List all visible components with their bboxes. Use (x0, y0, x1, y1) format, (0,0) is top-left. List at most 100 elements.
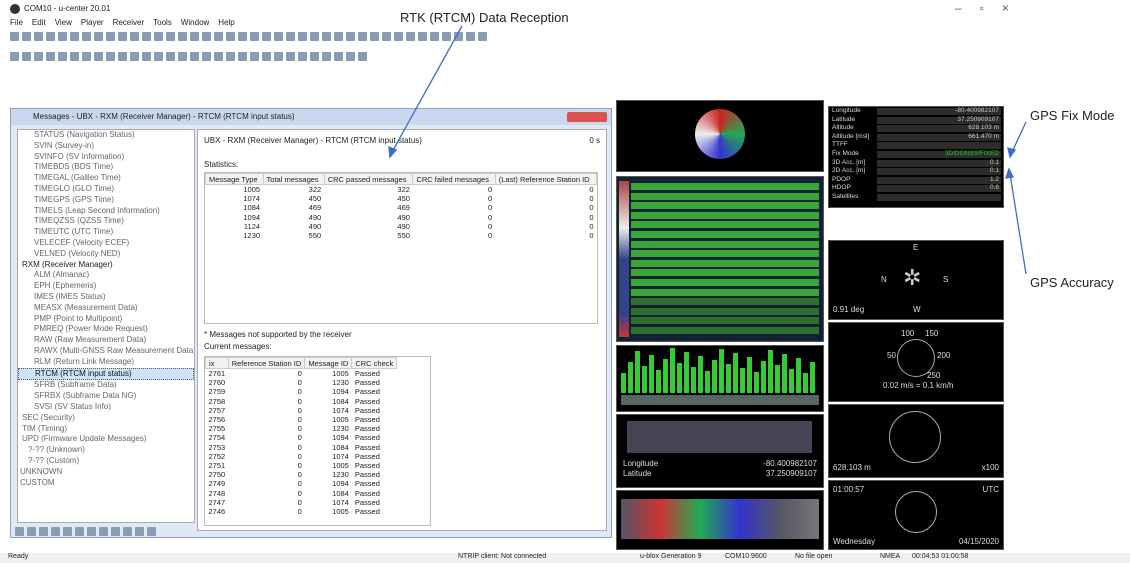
cell: Passed (352, 424, 397, 433)
toolbar-icon (418, 32, 427, 41)
menu-item[interactable]: View (55, 18, 72, 27)
cell: 1005 (305, 461, 352, 470)
gauge-label: 200 (937, 351, 950, 360)
cell: 0 (495, 194, 596, 203)
toolbar-icon (166, 52, 175, 61)
signal-row (631, 260, 819, 267)
toolbar-icon (75, 527, 84, 536)
cell: Passed (352, 489, 397, 498)
data-label: 3D Acc. [m] (832, 159, 865, 166)
tree-item: SFRBX (Subframe Data NG) (18, 391, 194, 402)
tree-item: RLM (Return Link Message) (18, 357, 194, 368)
cell: 1074 (305, 406, 352, 415)
data-row: Altitude628.103 m (829, 124, 1003, 133)
compass: E N S W ✲ 0.91 deg (828, 240, 1004, 320)
table-row: 276001230Passed (206, 378, 397, 387)
cell: 1230 (305, 470, 352, 479)
toolbar-icon (346, 32, 355, 41)
status-text: NTRIP client: Not connected (458, 553, 546, 560)
data-label: Altitude (832, 124, 854, 131)
signal-bar (656, 370, 661, 393)
menu-item[interactable]: Player (81, 18, 104, 27)
toolbar-icon (94, 32, 103, 41)
toolbar-icon (298, 52, 307, 61)
window-controls[interactable] (567, 112, 607, 122)
toolbar-icon (70, 32, 79, 41)
cell: 0 (228, 378, 305, 387)
window-controls[interactable]: –▫× (955, 1, 1027, 15)
menu-item[interactable]: Window (181, 18, 209, 27)
cell: 490 (324, 213, 413, 222)
toolbar-icon (454, 32, 463, 41)
cell: 1230 (206, 231, 264, 240)
compass-label: E (913, 243, 918, 252)
menu-item[interactable]: Receiver (113, 18, 145, 27)
tree-item: ?-?? (Custom) (18, 456, 194, 467)
tree-item: STATUS (Navigation Status) (18, 130, 194, 141)
menu-item[interactable]: File (10, 18, 23, 27)
cell: Passed (352, 406, 397, 415)
data-label: PDOP (832, 176, 850, 183)
data-view: Longitude-80.400982107Latitude37.2509091… (828, 106, 1004, 208)
toolbar-icon (94, 52, 103, 61)
toolbar-icon (274, 32, 283, 41)
cell: 0 (228, 443, 305, 452)
signal-row (631, 212, 819, 219)
toolbar-icon (51, 527, 60, 536)
toolbar-icon (298, 32, 307, 41)
annotation: RTK (RTCM) Data Reception (400, 10, 569, 25)
app-icon (10, 4, 20, 14)
toolbar-icon (106, 52, 115, 61)
column-header: CRC failed messages (413, 174, 495, 185)
cell: 2754 (206, 433, 229, 442)
toolbar-icon (106, 32, 115, 41)
cell: 0 (495, 222, 596, 231)
cell: 1005 (206, 185, 264, 195)
cell: 0 (413, 213, 495, 222)
cell: 490 (263, 222, 324, 231)
toolbar-icon (190, 52, 199, 61)
data-bar-bg (877, 168, 1001, 175)
signal-row (631, 183, 819, 190)
tree-item: VELECEF (Velocity ECEF) (18, 238, 194, 249)
menu-item[interactable]: Help (218, 18, 234, 27)
table-row: 274801084Passed (206, 489, 397, 498)
clock-date: 04/15/2020 (959, 537, 999, 546)
cell: 1230 (305, 378, 352, 387)
data-bar-bg (877, 142, 1001, 149)
toolbar-icon (10, 52, 19, 61)
cell: 1005 (305, 507, 352, 516)
toolbar-icon (166, 32, 175, 41)
cell: 2752 (206, 452, 229, 461)
data-value: 37.250909107 (957, 116, 999, 125)
cell: 2753 (206, 443, 229, 452)
altimeter: 628.103 m x100 (828, 404, 1004, 478)
toolbar-icon (214, 52, 223, 61)
menu-item[interactable]: Edit (32, 18, 46, 27)
signal-bar (698, 356, 703, 393)
signal-bar (670, 348, 675, 393)
toolbar-icon (46, 52, 55, 61)
toolbar-icon (394, 32, 403, 41)
tree-item: SFRB (Subframe Data) (18, 380, 194, 391)
signal-bar (775, 365, 780, 393)
cell: 0 (495, 185, 596, 195)
column-header: Message Type (206, 174, 264, 185)
cell: 2748 (206, 489, 229, 498)
table-row: 274901094Passed (206, 479, 397, 488)
toolbar-icon (382, 32, 391, 41)
tree-group: RXM (Receiver Manager) (18, 260, 194, 271)
tree-item: ?-?? (Unknown) (18, 445, 194, 456)
data-label: Longitude (832, 107, 861, 114)
cell: Passed (352, 433, 397, 442)
menu-item[interactable]: Tools (153, 18, 172, 27)
tree-item: TIMELS (Leap Second Information) (18, 206, 194, 217)
tree-item: TIMEBDS (BDS Time) (18, 162, 194, 173)
altitude-reading: 628.103 m (833, 463, 871, 472)
cell: Passed (352, 452, 397, 461)
signal-bar (810, 362, 815, 393)
menu-bar: File Edit View Player Receiver Tools Window Hel… (10, 18, 244, 27)
